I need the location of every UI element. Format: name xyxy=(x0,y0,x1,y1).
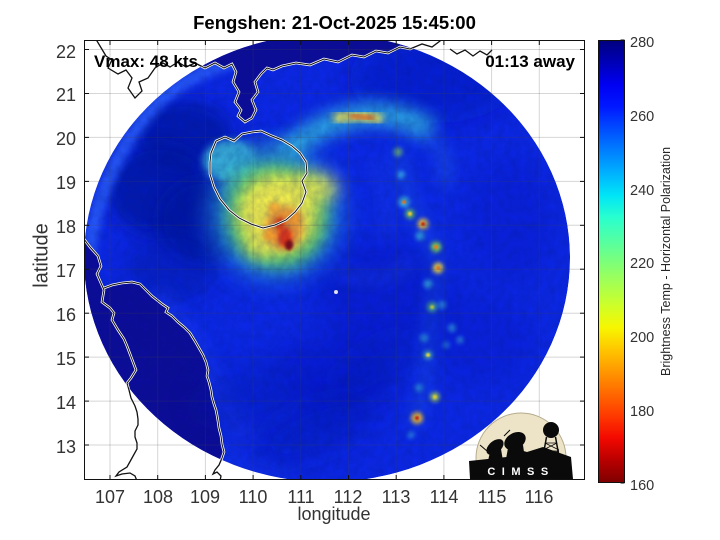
svg-text:CIMSS: CIMSS xyxy=(487,466,554,478)
